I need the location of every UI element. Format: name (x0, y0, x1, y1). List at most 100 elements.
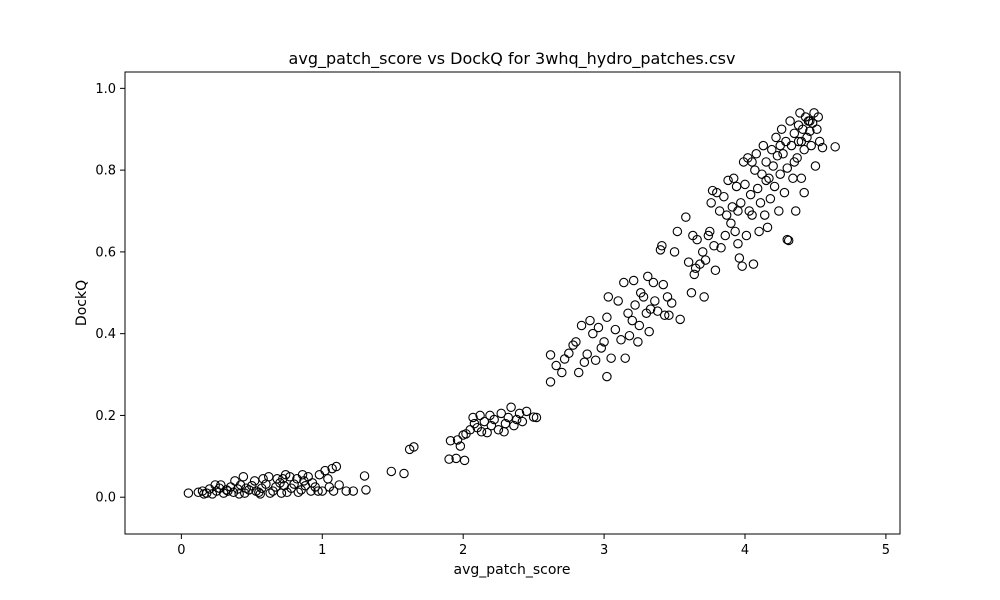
data-point (748, 259, 759, 269)
data-point (659, 310, 670, 321)
data-point (697, 247, 708, 257)
data-point (571, 337, 581, 347)
data-point (726, 218, 736, 229)
data-point (590, 355, 601, 365)
data-point (307, 478, 318, 488)
data-point (276, 488, 287, 498)
data-point (452, 435, 463, 445)
data-point (768, 161, 778, 171)
data-point (585, 315, 595, 326)
data-point (479, 416, 490, 427)
data-point (238, 472, 249, 482)
data-point (789, 157, 800, 167)
data-point (576, 320, 587, 331)
data-point (521, 406, 532, 417)
data-point (399, 468, 409, 479)
data-point (334, 480, 344, 490)
plot-frame (124, 71, 901, 535)
data-point (779, 187, 790, 198)
data-point (289, 479, 299, 489)
data-point (599, 337, 609, 347)
data-point (812, 124, 822, 134)
data-point (721, 210, 732, 220)
data-point (793, 136, 804, 147)
data-point (216, 480, 226, 490)
data-point (489, 414, 499, 425)
data-point (493, 424, 504, 435)
data-point (683, 257, 694, 267)
points-layer (183, 108, 840, 499)
data-point (199, 489, 209, 499)
data-point (716, 243, 726, 253)
data-point (774, 206, 784, 216)
data-point (328, 486, 339, 496)
x-tick-label: 5 (882, 543, 890, 558)
data-point (644, 326, 654, 337)
data-point (750, 165, 760, 175)
data-point (509, 420, 519, 431)
data-point (689, 269, 700, 280)
data-point (506, 402, 516, 413)
data-point (736, 198, 746, 208)
data-point (579, 357, 590, 368)
data-point (817, 142, 828, 153)
data-point (210, 480, 220, 490)
data-point (762, 222, 773, 233)
data-point (573, 367, 584, 378)
data-point (468, 412, 478, 423)
data-point (765, 193, 776, 204)
data-point (782, 234, 793, 245)
y-tick-label: 0.0 (95, 491, 116, 506)
data-point (796, 173, 807, 184)
data-point (730, 226, 740, 237)
data-point (740, 179, 750, 190)
data-point (723, 175, 733, 186)
data-point (751, 149, 762, 159)
data-point (790, 206, 801, 216)
data-point (348, 486, 359, 496)
data-point (686, 288, 697, 298)
data-point (705, 226, 715, 237)
data-point (783, 235, 794, 246)
x-tick-label: 3 (600, 543, 608, 558)
data-point (772, 151, 783, 161)
data-point (545, 377, 556, 387)
data-point (645, 304, 656, 314)
data-point (761, 157, 771, 167)
data-point (658, 279, 669, 290)
data-point (545, 350, 556, 360)
data-point (761, 175, 771, 186)
data-point (514, 408, 525, 419)
data-point (331, 461, 342, 472)
data-point (672, 226, 683, 237)
data-point (747, 210, 757, 220)
data-point (710, 265, 721, 276)
data-point (455, 441, 466, 451)
data-point (603, 292, 614, 302)
data-point (272, 474, 282, 484)
data-point (712, 187, 722, 198)
data-point (785, 116, 795, 126)
data-point (650, 296, 660, 306)
data-point (582, 349, 592, 359)
data-point (557, 367, 567, 378)
data-point (568, 340, 578, 350)
data-point (476, 427, 487, 437)
data-point (733, 206, 743, 216)
data-point (764, 173, 774, 184)
data-point (814, 136, 825, 147)
y-tick-label: 0.8 (95, 164, 116, 179)
data-point (496, 408, 506, 419)
data-point (798, 124, 808, 134)
data-point (293, 487, 304, 498)
data-point (767, 144, 777, 155)
data-point (759, 210, 770, 220)
data-point (789, 128, 800, 139)
data-point (758, 140, 769, 151)
data-point (517, 416, 528, 427)
data-point (782, 163, 793, 173)
data-point (734, 253, 745, 263)
data-point (706, 198, 716, 208)
data-point (551, 360, 561, 371)
